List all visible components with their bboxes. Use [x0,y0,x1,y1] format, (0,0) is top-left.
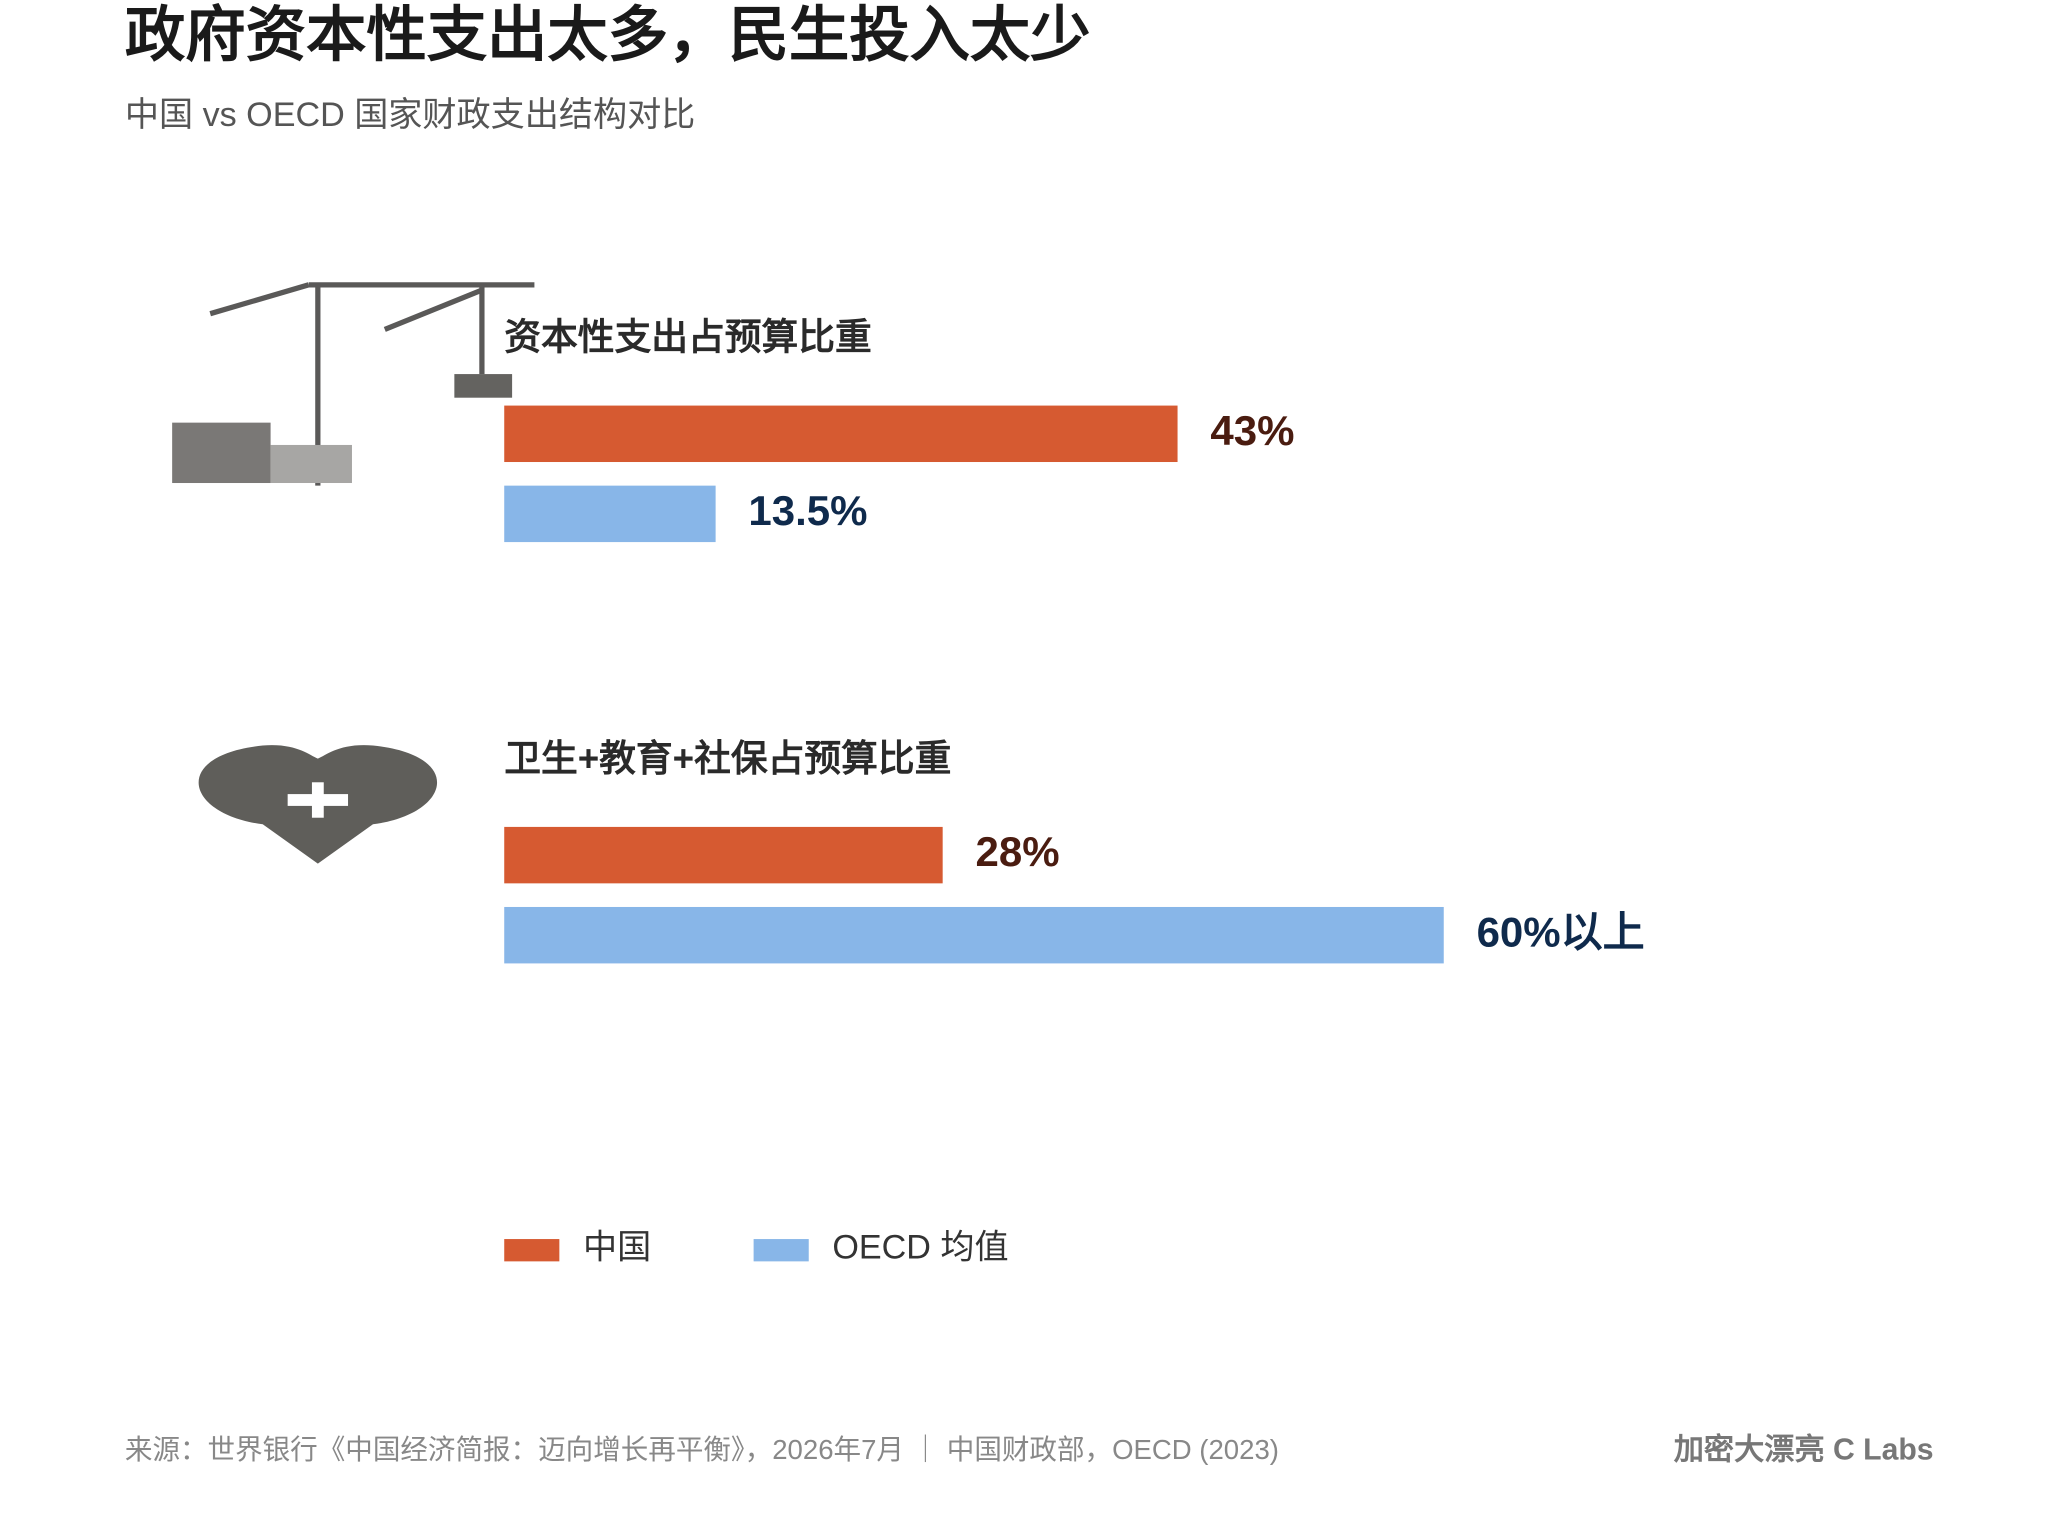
legend-swatch [504,1239,560,1262]
value-label: 60%以上 [1477,908,1645,955]
bar [504,826,943,884]
chart-title: 政府资本性支出太多，民生投入太少 [125,0,1091,68]
source-note: 来源：世界银行《中国经济简报：迈向增长再平衡》，2026年7月 ｜ 中国财政部，… [125,1434,1279,1465]
legend-label: 中国 [583,1229,651,1267]
crane-hook [454,374,513,398]
crate-dark [172,422,271,484]
category-label: 资本性支出占预算比重 [504,317,872,358]
value-label: 13.5% [748,487,867,534]
bar [504,906,1444,964]
chart-subtitle: 中国 vs OECD 国家财政支出结构对比 [125,96,695,134]
value-label: 43% [1210,407,1294,454]
legend-swatch [753,1239,809,1262]
category-label: 卫生+教育+社保占预算比重 [504,738,951,779]
heart-icon [198,745,438,864]
legend-label: OECD 均值 [832,1229,1008,1267]
value-label: 28% [975,828,1059,875]
bar [504,485,716,543]
bar [504,405,1178,463]
credit: 加密大漂亮 C Labs [1674,1432,1934,1467]
crate-light [270,444,352,484]
crane-icon [209,282,535,486]
